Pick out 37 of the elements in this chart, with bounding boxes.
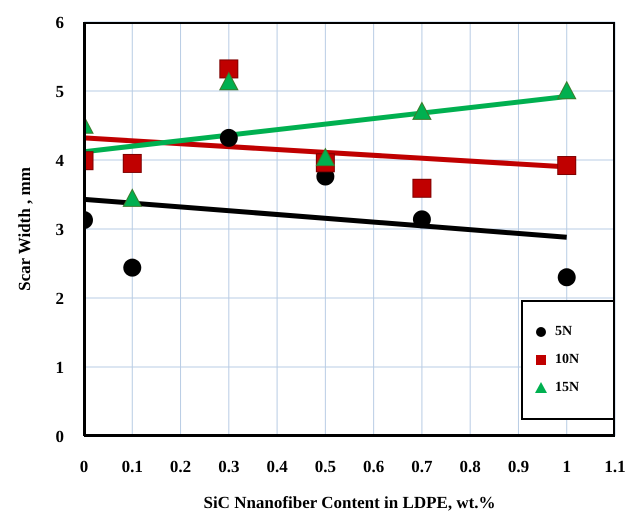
point	[219, 72, 238, 90]
point	[219, 59, 238, 78]
point	[557, 81, 576, 100]
legend-label: 5N	[555, 324, 572, 340]
y-tick-label: 4	[56, 151, 64, 170]
point	[123, 258, 142, 277]
x-tick-label: 0.1	[122, 457, 143, 476]
x-tick-label: 1	[562, 457, 571, 476]
x-tick-label: 0.9	[508, 457, 530, 476]
point	[122, 154, 142, 173]
x-axis-title: SiC Nnanofiber Content in LDPE, wt.%	[203, 493, 496, 512]
y-axis-title: Scar Width , mm	[15, 167, 34, 291]
y-tick-label: 0	[56, 427, 64, 446]
y-tick-label: 6	[56, 13, 64, 32]
x-tick-label: 0.6	[363, 457, 384, 476]
point	[412, 102, 432, 120]
y-tick-label: 2	[56, 289, 64, 308]
x-tick-label: 0.8	[460, 457, 481, 476]
x-tick-label: 0.2	[170, 457, 192, 476]
point	[412, 210, 431, 228]
x-tick-label: 0.4	[266, 457, 288, 476]
point	[412, 178, 432, 198]
y-tick-label: 5	[56, 82, 64, 102]
point	[558, 268, 576, 286]
x-tick-label: 0.3	[218, 457, 240, 476]
point	[316, 148, 335, 166]
point	[557, 156, 576, 176]
x-tick-label: 1.1	[604, 457, 626, 476]
point	[122, 188, 142, 207]
x-tick-label: 0.5	[314, 457, 336, 476]
point	[220, 128, 238, 147]
legend-label: 15N	[555, 380, 580, 396]
legend-label: 10N	[555, 352, 580, 368]
x-tick-label: 0	[80, 457, 88, 476]
y-tick-label: 1	[56, 358, 64, 378]
x-tick-label: 0.7	[411, 457, 434, 476]
y-tick-label: 3	[56, 220, 64, 240]
